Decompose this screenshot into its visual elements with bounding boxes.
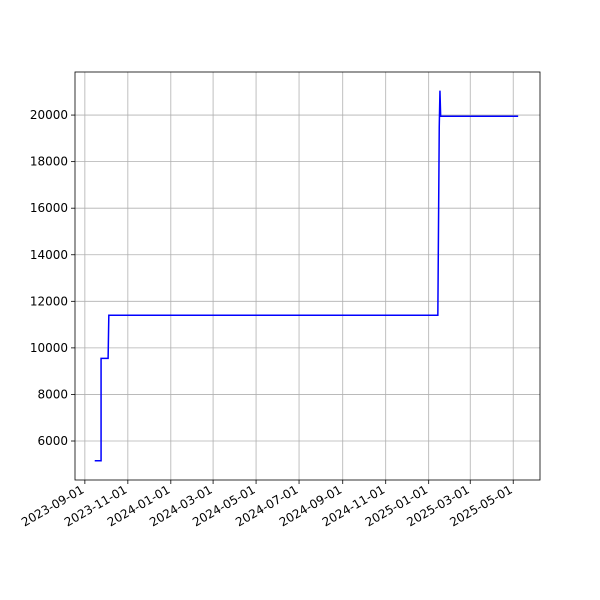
y-tick-label: 14000 bbox=[30, 248, 68, 262]
y-tick-label: 8000 bbox=[37, 387, 68, 401]
plot-frame bbox=[74, 71, 541, 481]
y-tick-label: 10000 bbox=[30, 341, 68, 355]
y-tick-label: 16000 bbox=[30, 201, 68, 215]
line bbox=[94, 90, 519, 462]
y-tick-label: 12000 bbox=[30, 294, 68, 308]
y-tick-label: 6000 bbox=[37, 434, 68, 448]
y-tick-label: 20000 bbox=[30, 108, 68, 122]
y-tick-label: 18000 bbox=[30, 155, 68, 169]
